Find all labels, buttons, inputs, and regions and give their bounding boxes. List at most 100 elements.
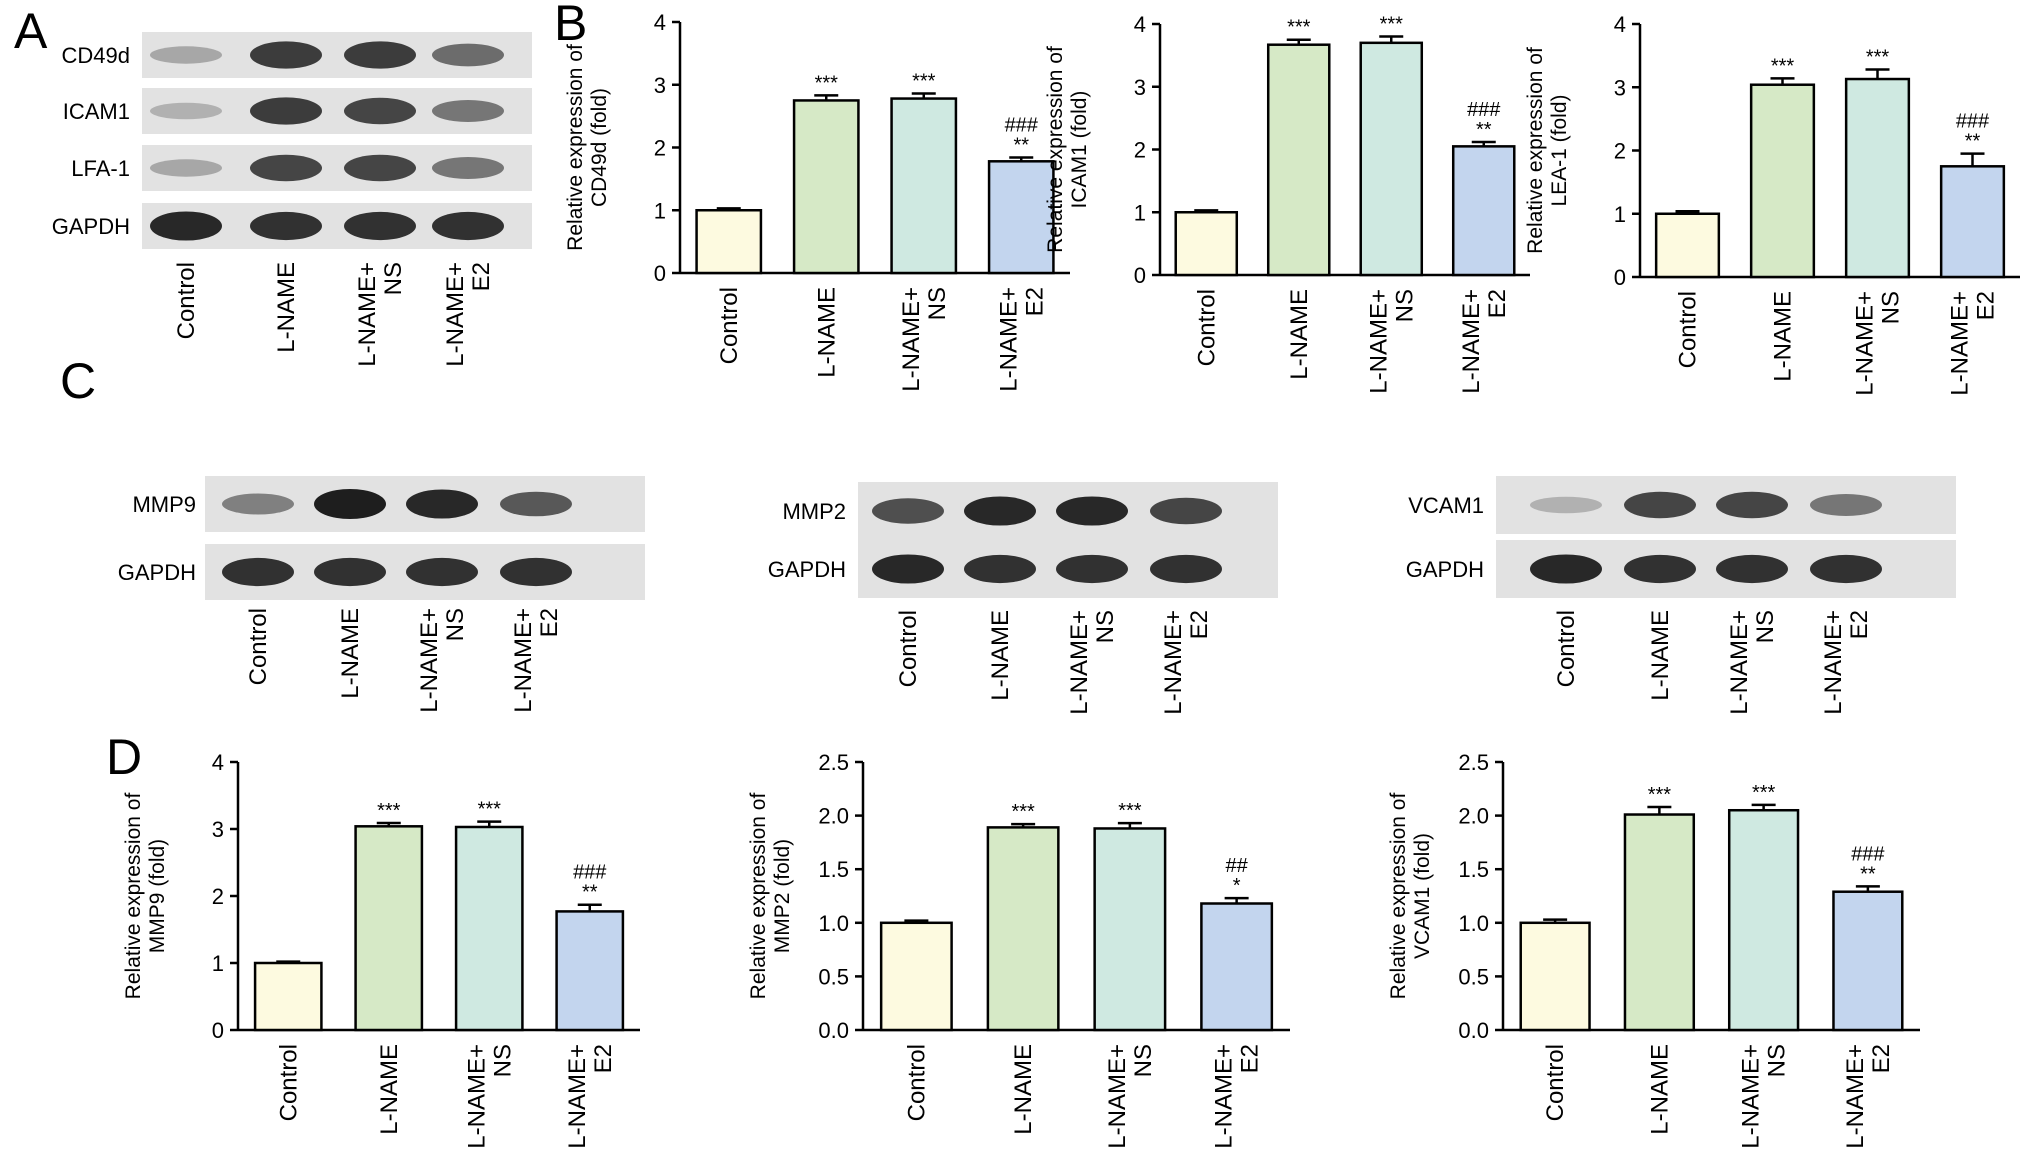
bar — [454, 825, 524, 1032]
blot-A: CD49d ICAM1 LFA-1 GAPDH — [52, 32, 532, 249]
blot-band — [1624, 491, 1696, 519]
blot-band — [150, 211, 222, 241]
y-axis-label: Relative expression of — [747, 793, 770, 1000]
lane-label: L-NAME — [987, 610, 1014, 701]
significance-mark: *** — [1752, 782, 1776, 804]
y-tick-label: 0 — [1614, 265, 1626, 290]
category-label: Control — [1542, 1044, 1569, 1121]
lane-label: E2 — [536, 608, 563, 637]
y-tick-label: 2 — [1614, 139, 1626, 164]
category-label: L-NAME+ — [1104, 1044, 1131, 1149]
category-label: E2 — [1973, 291, 2000, 320]
y-axis-label: CD49d (fold) — [588, 88, 611, 207]
blot-row-label: CD49d — [62, 43, 130, 68]
y-tick-label: 2.0 — [818, 804, 849, 829]
y-axis-label: Relative expression of — [564, 44, 587, 251]
category-label: E2 — [590, 1044, 617, 1073]
category-label: L-NAME — [1010, 1044, 1037, 1135]
blot-band — [250, 154, 322, 182]
lane-labels-C2: Control L-NAME L-NAME+ NS L-NAME+ E2 — [895, 610, 1213, 715]
blot-band — [1716, 491, 1788, 519]
y-axis-label: MMP2 (fold) — [771, 839, 794, 953]
panel-label-D: D — [106, 729, 142, 785]
significance-mark: *** — [1771, 55, 1795, 77]
category-label: L-NAME+ — [1211, 1044, 1238, 1149]
lane-label: L-NAME — [1647, 610, 1674, 701]
blot-row-label: MMP9 — [132, 492, 196, 517]
category-label: L-NAME+ — [1947, 291, 1974, 396]
y-tick-label: 1.5 — [818, 857, 849, 882]
blot-row-label: GAPDH — [52, 214, 130, 239]
category-label: Control — [1675, 291, 1702, 368]
category-label: Control — [903, 1044, 930, 1121]
category-label: L-NAME — [376, 1044, 403, 1135]
lane-labels-A: Control L-NAME L-NAME+ NS L-NAME+ E2 — [173, 262, 495, 367]
lane-label: E2 — [468, 262, 495, 291]
blot-band — [344, 41, 416, 69]
blot-band — [250, 211, 322, 241]
bar — [792, 99, 860, 275]
lane-label: Control — [1553, 610, 1580, 687]
bar — [1654, 212, 1721, 279]
category-label: NS — [1878, 291, 1905, 324]
bar — [555, 910, 625, 1032]
significance-mark: ### — [1851, 843, 1885, 865]
lane-label: NS — [442, 608, 469, 641]
bar — [1844, 77, 1911, 279]
bar — [1749, 83, 1816, 279]
blot-band — [150, 159, 222, 177]
y-tick-label: 1.5 — [1458, 857, 1489, 882]
category-label: L-NAME+ — [1365, 289, 1392, 394]
significance-mark: *** — [478, 799, 502, 821]
bar — [1093, 827, 1167, 1032]
blot-band — [1530, 554, 1602, 584]
y-tick-label: 1 — [1134, 200, 1146, 225]
significance-mark: ** — [1965, 131, 1981, 153]
lane-label: NS — [380, 262, 407, 295]
category-label: NS — [1764, 1044, 1791, 1077]
lane-label: Control — [895, 610, 922, 687]
lane-label: Control — [173, 262, 200, 339]
y-tick-label: 3 — [1134, 75, 1146, 100]
bar — [1727, 808, 1800, 1032]
blot-band — [250, 41, 322, 69]
category-label: Control — [716, 287, 743, 364]
lane-label: E2 — [1846, 610, 1873, 639]
y-tick-label: 1.0 — [1458, 911, 1489, 936]
blot-C1: MMP9 GAPDH — [118, 476, 645, 600]
category-label: L-NAME — [1286, 289, 1313, 380]
lane-label: NS — [1092, 610, 1119, 643]
significance-mark: ### — [1005, 115, 1039, 137]
blot-band — [1624, 554, 1696, 584]
blot-band — [222, 557, 294, 587]
y-tick-label: 2 — [1134, 138, 1146, 163]
y-tick-label: 0 — [654, 261, 666, 286]
y-tick-label: 1.0 — [818, 911, 849, 936]
bar — [1623, 813, 1696, 1032]
y-axis-label: Relative expression of — [1524, 47, 1547, 254]
category-label: NS — [1391, 289, 1418, 322]
blot-band — [872, 498, 944, 524]
blot-band — [1150, 497, 1222, 525]
category-label: L-NAME+ — [898, 287, 925, 392]
category-label: NS — [924, 287, 951, 320]
y-tick-label: 2 — [212, 884, 224, 909]
category-label: L-NAME+ — [1852, 291, 1879, 396]
blot-band — [964, 496, 1036, 526]
y-axis-label: Relative expression of — [122, 793, 145, 1000]
blot-band — [432, 100, 504, 122]
y-tick-label: 2.5 — [818, 750, 849, 775]
significance-mark: *** — [1648, 784, 1672, 806]
bar — [695, 209, 763, 275]
blot-band — [150, 46, 222, 64]
category-label: Control — [275, 1044, 302, 1121]
blot-row-label: LFA-1 — [71, 156, 130, 181]
blot-band — [872, 554, 944, 584]
significance-mark: ## — [1226, 855, 1249, 877]
bar — [1519, 921, 1591, 1032]
blot-band — [314, 557, 386, 587]
